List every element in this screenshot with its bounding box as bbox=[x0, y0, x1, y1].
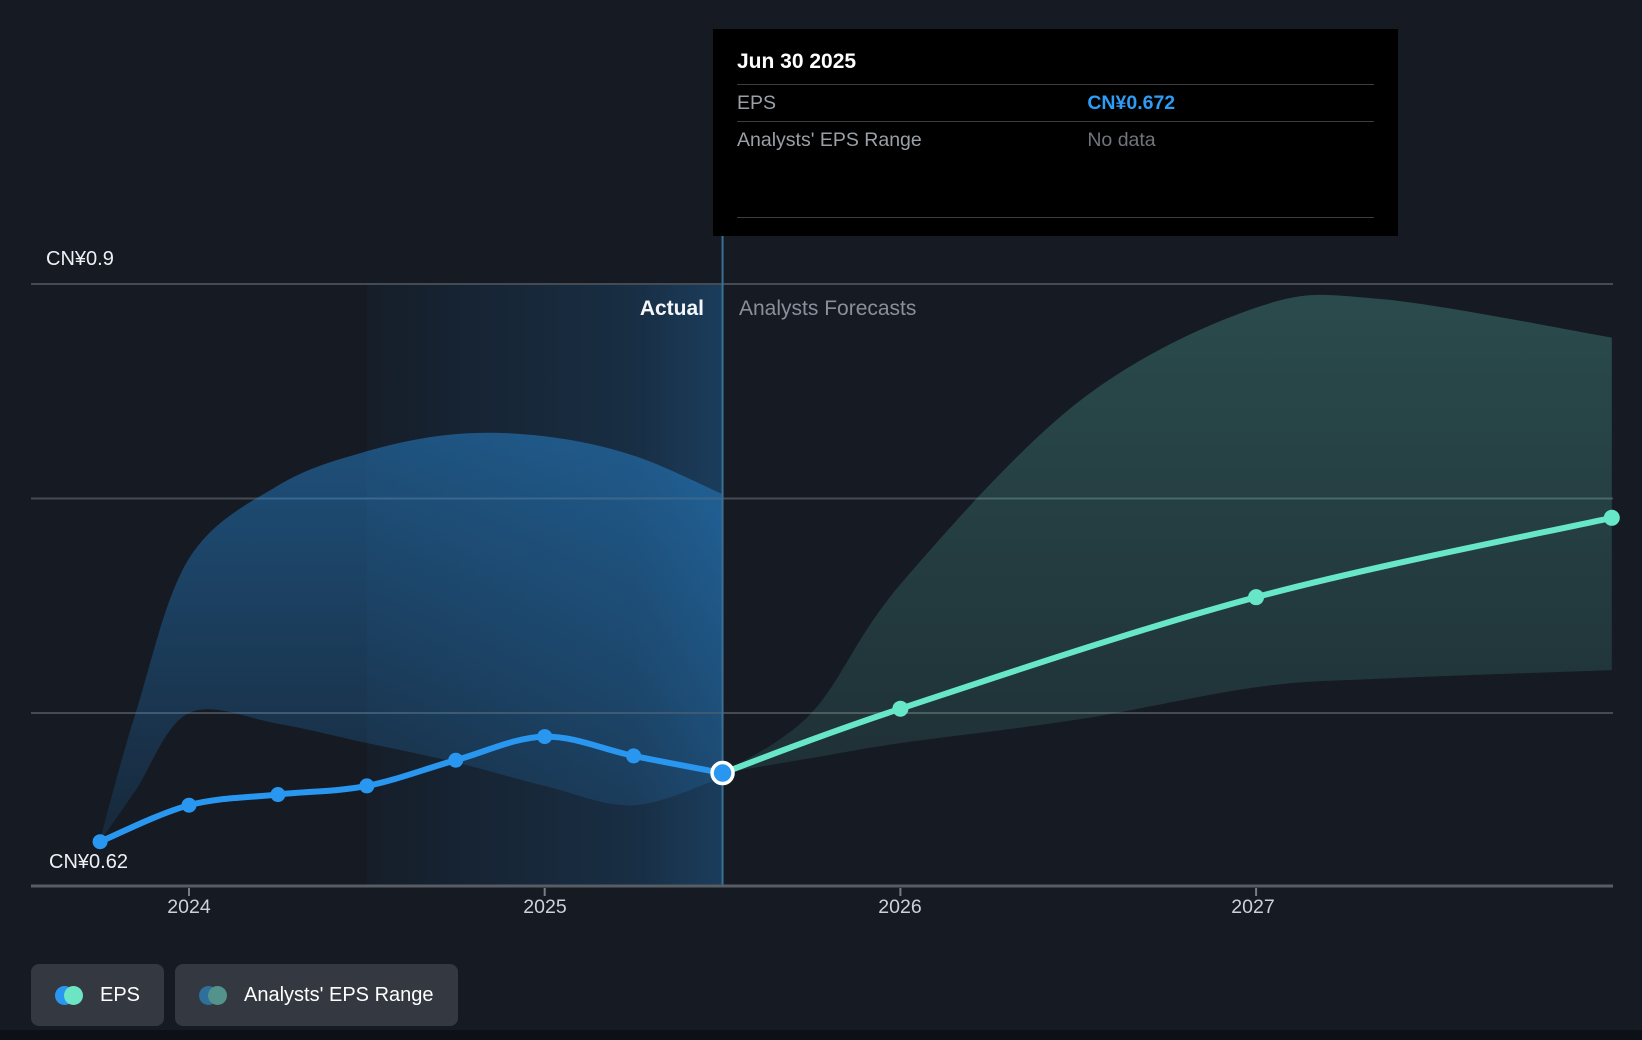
legend-item-eps-range[interactable]: Analysts' EPS Range bbox=[175, 964, 458, 1026]
forecast-label: Analysts Forecasts bbox=[739, 297, 917, 320]
tooltip-row-range: Analysts' EPS Range No data bbox=[737, 122, 1374, 158]
bottom-edge-strip bbox=[0, 1030, 1642, 1040]
legend-eps-label: EPS bbox=[100, 983, 141, 1006]
legend-eps-range-label: Analysts' EPS Range bbox=[244, 983, 434, 1006]
tooltip-eps-label: EPS bbox=[737, 91, 777, 114]
tooltip-eps-value: CN¥0.672 bbox=[1087, 91, 1176, 114]
tooltip-row-eps: EPS CN¥0.672 bbox=[737, 85, 1374, 122]
y-axis-min-label: CN¥0.62 bbox=[49, 851, 128, 873]
tooltip-bottom-divider bbox=[737, 217, 1374, 218]
x-tick-2024: 2024 bbox=[167, 896, 211, 918]
x-tick-2027: 2027 bbox=[1231, 896, 1275, 918]
tooltip-date: Jun 30 2025 bbox=[737, 50, 857, 73]
chart-tooltip: Jun 30 2025 EPS CN¥0.672 Analysts' EPS R… bbox=[713, 29, 1398, 236]
actual-label: Actual bbox=[639, 297, 704, 320]
chart-legend: EPS Analysts' EPS Range bbox=[31, 964, 458, 1026]
eps-range-legend-dots-icon bbox=[199, 985, 228, 1005]
eps-legend-dots-icon bbox=[55, 985, 83, 1005]
legend-item-eps[interactable]: EPS bbox=[31, 964, 165, 1026]
tooltip-range-value: No data bbox=[1087, 128, 1156, 151]
x-tick-2025: 2025 bbox=[523, 896, 567, 918]
y-axis-max-label: CN¥0.9 bbox=[46, 248, 114, 270]
tooltip-divider bbox=[737, 84, 1374, 85]
tooltip-range-label: Analysts' EPS Range bbox=[737, 128, 922, 151]
x-tick-2026: 2026 bbox=[878, 896, 922, 918]
